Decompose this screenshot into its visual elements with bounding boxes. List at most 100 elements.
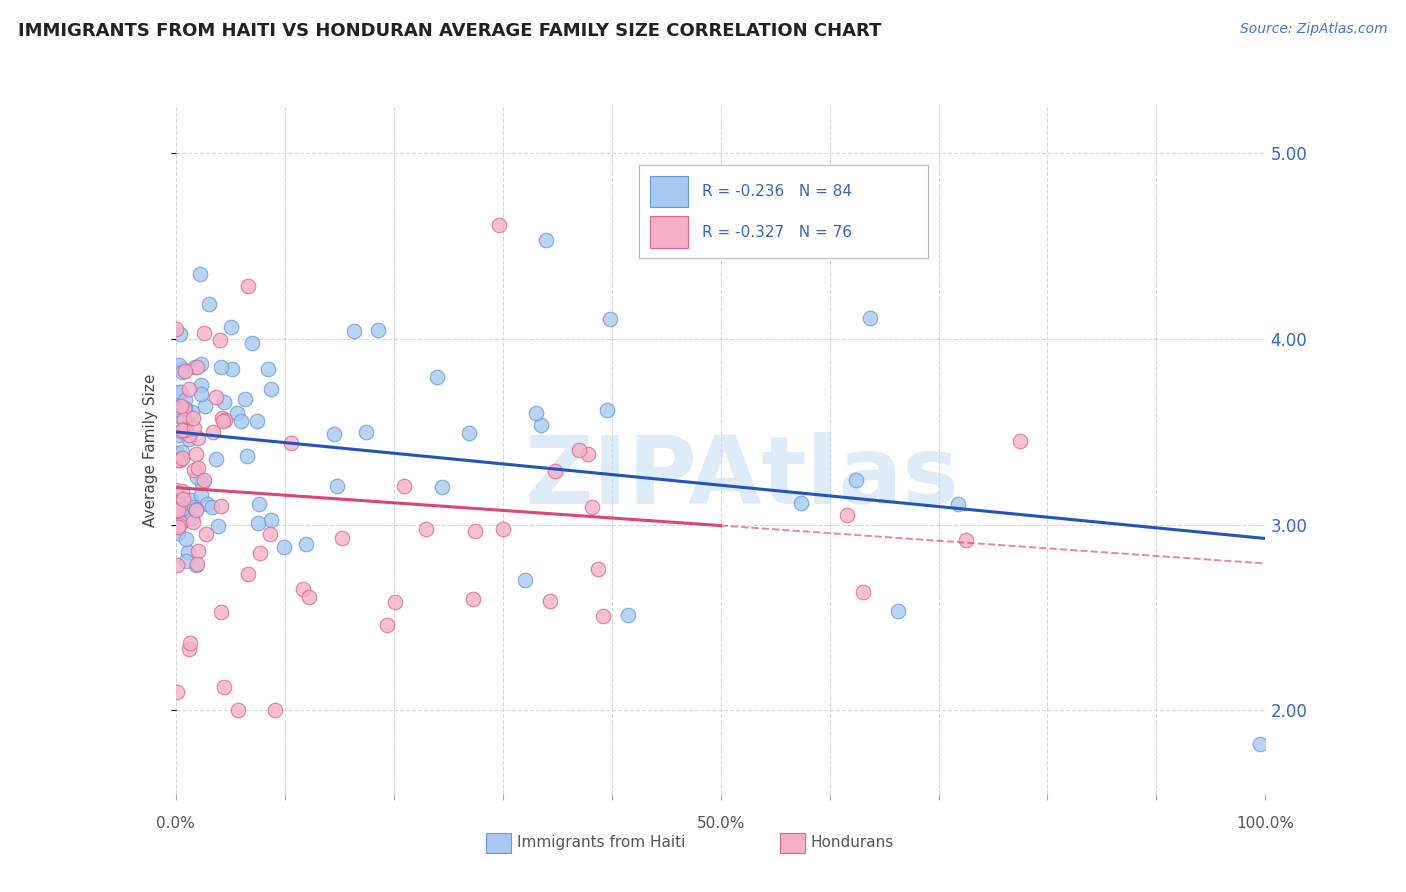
Point	[195, 497, 218, 511]
Point	[167, 518, 190, 533]
Point	[184, 360, 207, 375]
Point	[190, 386, 212, 401]
Text: IMMIGRANTS FROM HAITI VS HONDURAN AVERAGE FAMILY SIZE CORRELATION CHART: IMMIGRANTS FROM HAITI VS HONDURAN AVERAG…	[18, 22, 882, 40]
Point	[1249, 737, 1271, 751]
Point	[212, 414, 235, 428]
Point	[955, 533, 977, 547]
Bar	[651, 217, 688, 248]
Point	[184, 447, 207, 461]
Point	[170, 451, 193, 466]
Point	[211, 411, 233, 425]
Point	[177, 642, 200, 657]
Point	[524, 406, 547, 420]
Point	[193, 473, 215, 487]
Point	[240, 336, 263, 351]
Point	[578, 447, 600, 461]
Point	[181, 516, 204, 530]
Text: R = -0.327   N = 76: R = -0.327 N = 76	[703, 225, 852, 240]
Point	[887, 604, 910, 618]
Point	[356, 425, 378, 439]
Point	[231, 413, 253, 427]
Point	[169, 385, 191, 400]
Point	[166, 685, 188, 699]
Point	[165, 321, 187, 335]
Point	[586, 562, 609, 576]
Point	[295, 537, 318, 551]
Point	[581, 500, 603, 514]
Point	[246, 516, 269, 530]
Point	[187, 544, 209, 558]
Point	[190, 377, 212, 392]
Point	[208, 333, 231, 347]
Point	[170, 409, 193, 424]
Point	[173, 501, 195, 516]
Point	[291, 582, 314, 596]
Point	[461, 591, 484, 606]
Point	[246, 414, 269, 428]
Point	[264, 703, 287, 717]
Point	[430, 480, 453, 494]
Point	[198, 297, 221, 311]
Point	[209, 359, 232, 374]
Point	[845, 473, 868, 487]
Point	[297, 590, 319, 604]
Point	[166, 400, 188, 414]
Y-axis label: Average Family Size: Average Family Size	[142, 374, 157, 527]
Point	[207, 519, 229, 533]
Point	[174, 363, 197, 377]
Point	[236, 278, 259, 293]
Point	[249, 545, 271, 559]
Point	[204, 390, 226, 404]
Point	[538, 594, 561, 608]
Point	[392, 479, 415, 493]
Point	[190, 475, 212, 490]
Point	[592, 608, 614, 623]
Point	[568, 443, 591, 458]
Point	[426, 370, 449, 384]
Point	[214, 395, 236, 409]
Point	[226, 703, 249, 717]
Point	[530, 418, 553, 433]
Point	[174, 401, 197, 416]
Point	[236, 566, 259, 581]
Point	[190, 488, 212, 502]
Point	[211, 499, 233, 513]
Point	[170, 425, 193, 439]
Point	[183, 410, 205, 425]
Point	[174, 554, 197, 568]
Point	[183, 500, 205, 514]
Point	[167, 358, 190, 372]
Point	[172, 484, 194, 499]
Point	[330, 531, 353, 545]
Point	[174, 393, 197, 408]
Bar	[651, 176, 688, 207]
Point	[166, 401, 188, 416]
Point	[513, 573, 536, 587]
Point	[415, 522, 437, 536]
Point	[280, 436, 302, 450]
Point	[236, 449, 259, 463]
Point	[488, 219, 510, 233]
Point	[172, 365, 194, 379]
Point	[170, 516, 193, 531]
Point	[595, 403, 617, 417]
Point	[177, 545, 200, 559]
Point	[174, 420, 197, 434]
Point	[214, 413, 236, 427]
Point	[464, 524, 486, 538]
Point	[202, 425, 225, 440]
Point	[859, 310, 882, 325]
Text: R = -0.236   N = 84: R = -0.236 N = 84	[703, 184, 852, 199]
Point	[259, 526, 281, 541]
Text: 100.0%: 100.0%	[1236, 816, 1295, 831]
Point	[458, 426, 481, 441]
Text: 50.0%: 50.0%	[696, 816, 745, 831]
Point	[219, 319, 242, 334]
Point	[167, 520, 190, 534]
Point	[201, 500, 224, 515]
Point	[790, 496, 813, 510]
Point	[186, 470, 208, 484]
Point	[212, 680, 235, 694]
Point	[172, 491, 194, 506]
Point	[167, 453, 190, 467]
